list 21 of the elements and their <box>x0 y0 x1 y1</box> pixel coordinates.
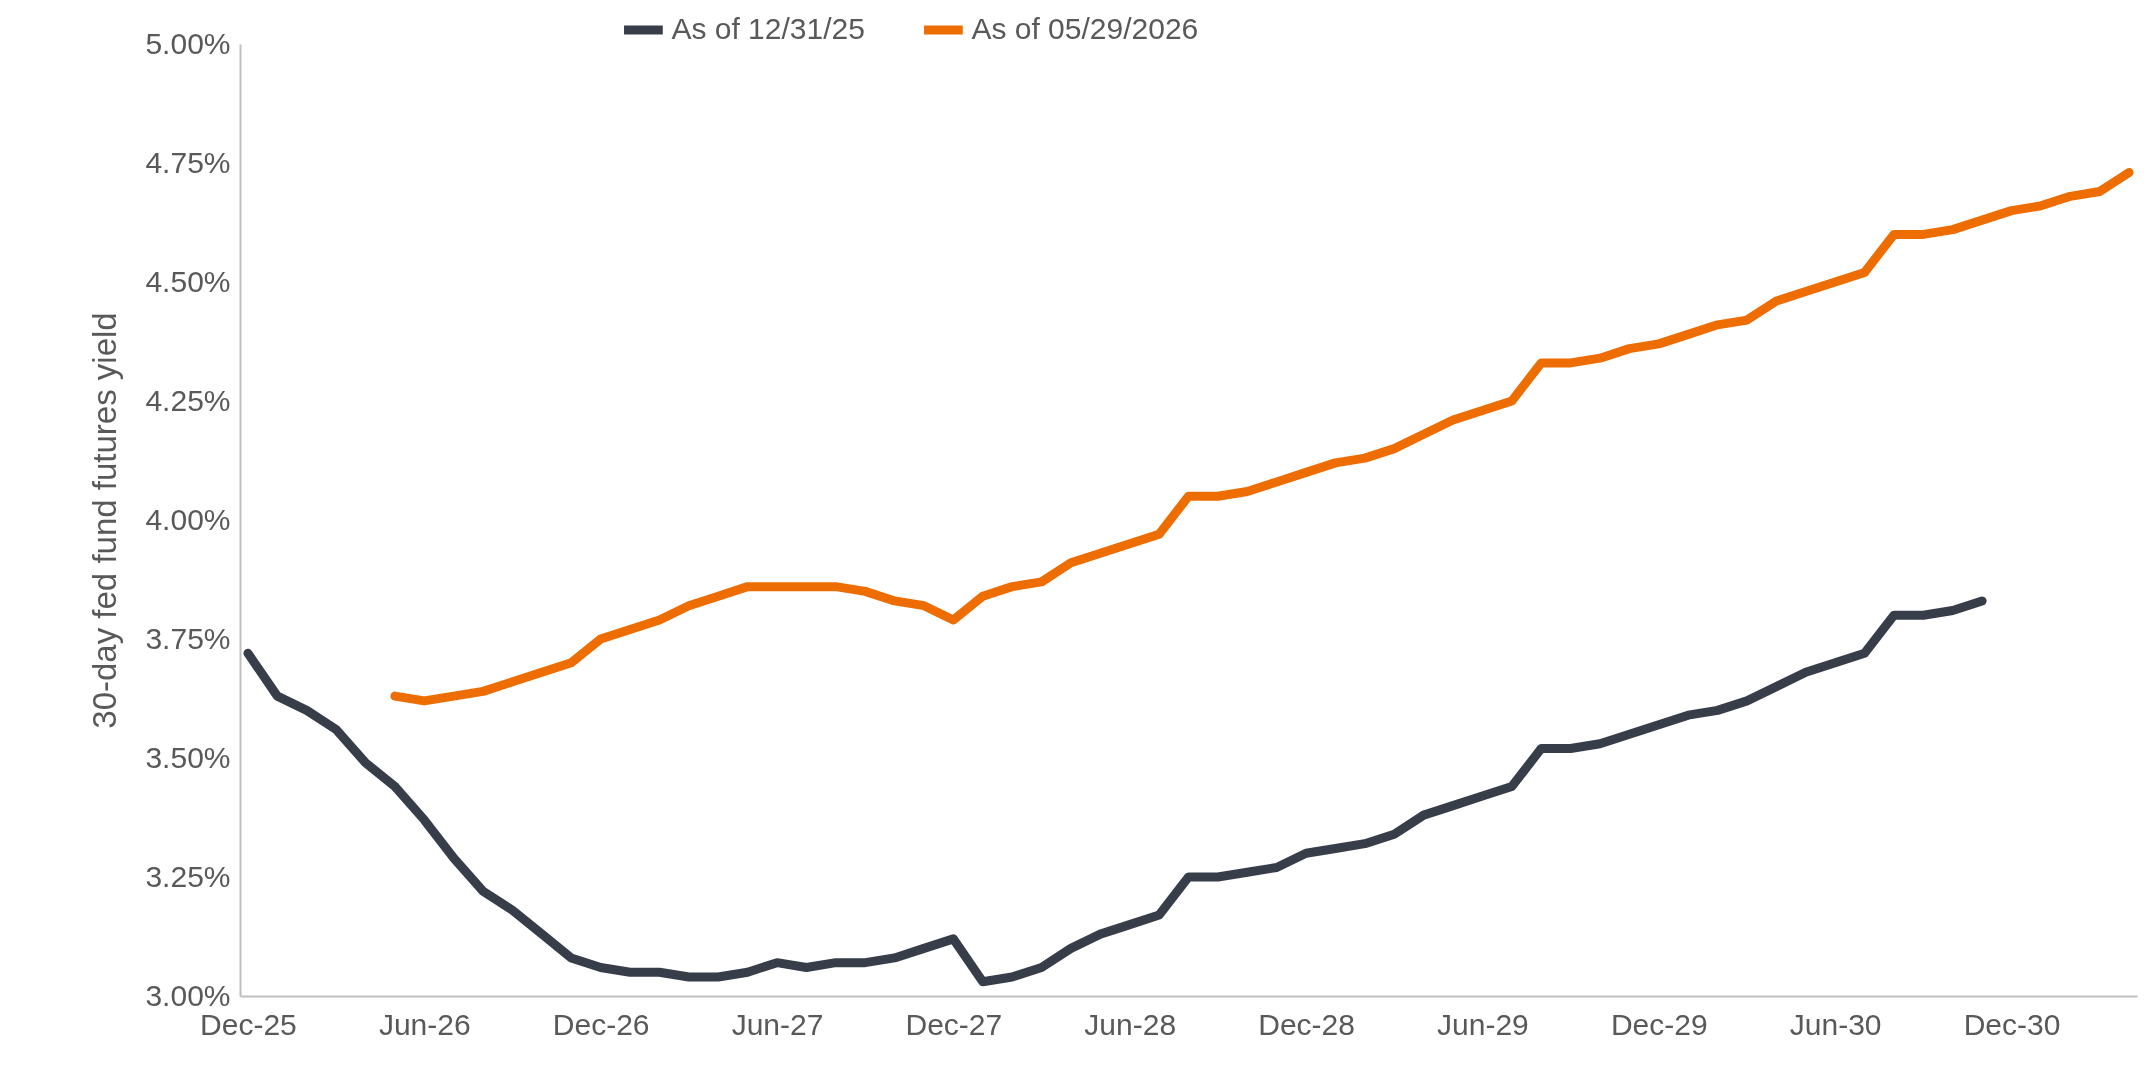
x-tick-label: Jun-29 <box>1437 1007 1529 1041</box>
x-tick-label: Jun-28 <box>1084 1007 1177 1041</box>
x-tick-label: Dec-26 <box>552 1007 650 1041</box>
x-tick-label: Dec-28 <box>1258 1007 1355 1041</box>
x-tick-label: Jun-26 <box>378 1007 471 1041</box>
x-tick-label: Jun-27 <box>731 1007 824 1041</box>
y-tick-label: 3.75% <box>145 621 231 655</box>
legend-label: As of 05/29/2026 <box>971 12 1199 45</box>
y-tick-label: 4.00% <box>145 502 231 536</box>
y-tick-label: 4.75% <box>145 145 231 179</box>
y-axis-title: 30-day fed fund futures yield <box>86 312 124 729</box>
x-tick-label: Dec-27 <box>905 1007 1003 1041</box>
y-tick-label: 5.00% <box>145 26 231 60</box>
x-tick-label: Dec-29 <box>1610 1007 1708 1041</box>
x-tick-label: Dec-30 <box>1963 1007 2061 1041</box>
y-tick-label: 4.50% <box>145 264 231 298</box>
y-tick-label: 3.25% <box>145 859 231 893</box>
y-tick-label: 3.50% <box>145 740 231 774</box>
legend-label: As of 12/31/25 <box>671 12 865 45</box>
y-tick-label: 4.25% <box>145 383 231 417</box>
x-tick-label: Jun-30 <box>1789 1007 1882 1041</box>
